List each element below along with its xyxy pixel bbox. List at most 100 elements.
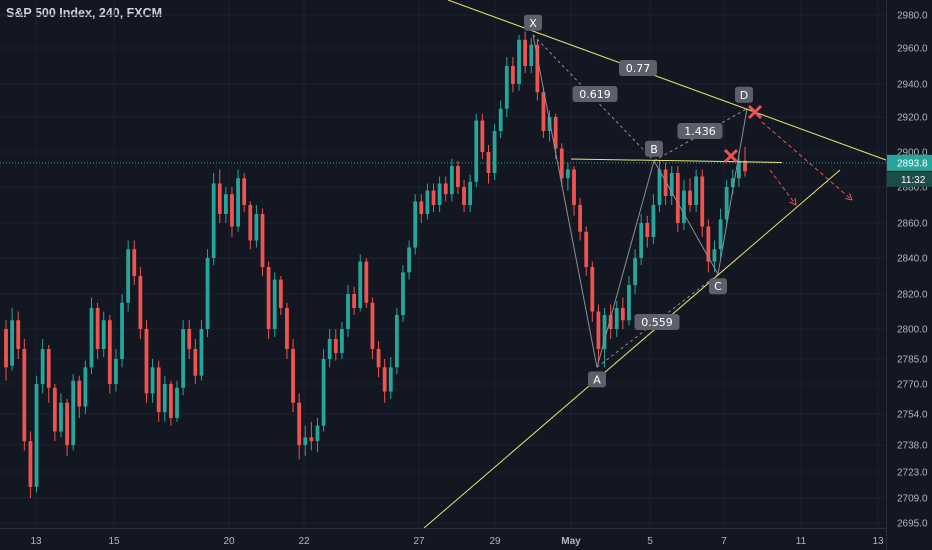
candle-body: [700, 176, 705, 227]
candle-body: [16, 320, 21, 349]
ratio-label-bg: [619, 60, 657, 76]
candle-body: [272, 279, 277, 329]
ratio-label-bg: [677, 123, 723, 139]
point-label-bg: [645, 140, 663, 157]
countdown-tag-bg: [887, 171, 932, 187]
candle-body: [278, 279, 283, 308]
candle-body: [511, 66, 515, 84]
pattern-leg: [532, 34, 598, 368]
pattern-leg: [596, 160, 655, 368]
candle-body: [663, 169, 668, 196]
candle-body: [187, 329, 192, 349]
candle-body: [248, 205, 253, 241]
x-tick-label: 29: [489, 536, 501, 547]
x-tick-label: 20: [223, 536, 235, 547]
ratio-label: 0.619: [579, 88, 611, 101]
candle-body: [181, 329, 186, 388]
pattern-retrace: [596, 273, 719, 368]
candle-body: [675, 173, 680, 223]
candle-body: [639, 223, 644, 258]
candle-body: [688, 190, 692, 205]
ratio-label-bg: [634, 314, 680, 330]
pattern-retrace: [532, 34, 655, 162]
candle-body: [77, 380, 82, 407]
candle-body: [303, 437, 308, 445]
x-axis: 13 15 20 22 27 29 May 5 7 11 13: [0, 528, 886, 547]
candle-body: [382, 367, 387, 392]
cross-marker: [747, 104, 763, 120]
y-tick-label: 2880.0: [897, 183, 928, 194]
candle-body: [242, 178, 247, 205]
candle-body: [419, 201, 424, 214]
candle-body: [162, 384, 167, 413]
candle-body: [358, 261, 363, 308]
candle-body: [370, 302, 375, 349]
candles: [4, 31, 747, 498]
y-tick-label: 2940.0: [897, 80, 928, 91]
candle-body: [59, 402, 63, 432]
candle-body: [602, 315, 607, 349]
x-tick-label: 7: [721, 536, 727, 547]
candle-body: [730, 178, 735, 187]
y-tick-label: 2738.0: [897, 441, 928, 452]
candle-body: [608, 315, 613, 329]
candle-body: [340, 329, 344, 353]
candle-body: [156, 367, 161, 413]
candle-body: [321, 359, 326, 426]
candle-body: [230, 194, 234, 227]
candle-body: [199, 329, 204, 376]
candle-body: [559, 148, 564, 179]
y-tick-label: 2960.0: [897, 44, 928, 55]
drawings: X A B C D 0.77 0.619 1.436 0.559: [0, 0, 887, 529]
candle-body: [614, 308, 619, 329]
candle-body: [28, 441, 33, 487]
candle-body: [132, 249, 137, 276]
candle-body: [620, 308, 625, 321]
candle-body: [211, 183, 216, 258]
candle-body: [529, 44, 534, 66]
point-label-bg: [524, 14, 542, 31]
candle-body: [706, 226, 711, 262]
candle-body: [327, 339, 332, 359]
projection-arrow-head: [794, 197, 797, 206]
pattern-leg: [653, 160, 719, 275]
candle-body: [352, 294, 357, 308]
candle-body: [462, 187, 466, 205]
candle-body: [223, 194, 228, 214]
candle-body: [144, 329, 149, 394]
candle-body: [431, 190, 436, 205]
candle-body: [89, 308, 94, 368]
candle-body: [712, 249, 717, 262]
candle-body: [236, 178, 240, 227]
candle-body: [645, 223, 650, 237]
candle-body: [627, 285, 631, 321]
last-price-tag-bg: [887, 154, 932, 171]
x-tick-label: 13: [872, 536, 884, 547]
candle-body: [101, 320, 106, 349]
candle-body: [480, 120, 485, 152]
candle-body: [492, 131, 497, 173]
candle-body: [150, 367, 155, 394]
candle-body: [669, 173, 674, 196]
candle-body: [694, 176, 699, 205]
upper-trendline: [447, 0, 887, 161]
point-label-bg: [588, 371, 606, 388]
candle-body: [517, 39, 521, 84]
y-tick-label: 2723.0: [897, 468, 928, 479]
candle-body: [541, 92, 546, 131]
candle-body: [413, 201, 418, 248]
candle-body: [254, 214, 259, 241]
candle-body: [682, 190, 686, 223]
candle-body: [449, 166, 454, 195]
y-tick-label: 2754.0: [897, 410, 928, 421]
projection-arrow-head: [845, 198, 853, 201]
candle-body: [724, 187, 729, 220]
candle-body: [578, 205, 582, 232]
candle-body: [504, 66, 509, 109]
candle-body: [651, 205, 656, 237]
x-tick-label: May: [561, 536, 581, 547]
candle-body: [175, 387, 179, 418]
candle-body: [407, 247, 411, 273]
candle-body: [260, 214, 265, 267]
